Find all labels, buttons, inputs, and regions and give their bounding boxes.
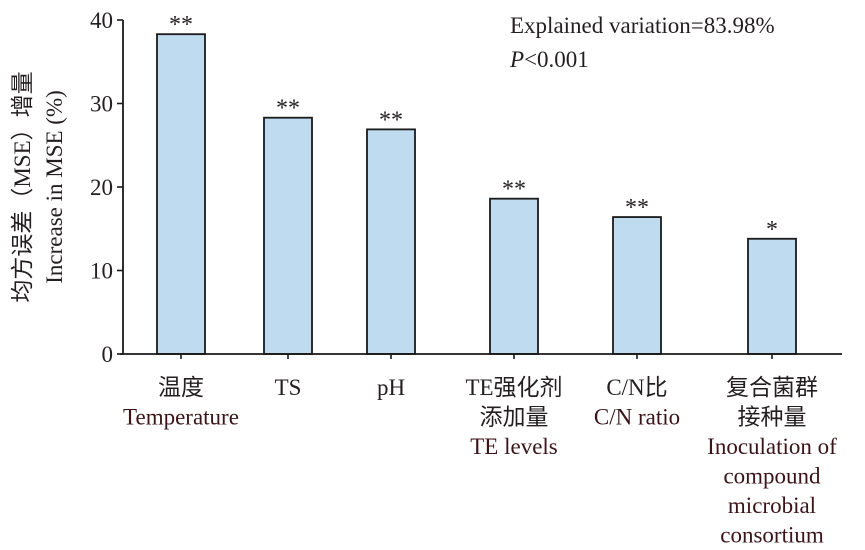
x-tick-label: 温度 <box>158 375 204 400</box>
significance-label: ** <box>276 96 300 122</box>
significance-label: ** <box>169 12 193 38</box>
bar <box>263 116 313 355</box>
x-tick-label: 复合菌群 <box>726 375 818 400</box>
x-tick-label: Temperature <box>123 405 239 430</box>
significance-label: * <box>766 217 778 243</box>
y-tick-label: 30 <box>90 92 113 117</box>
x-tick-label: consortium <box>720 523 824 548</box>
annotation-variation: Explained variation=83.98% <box>510 13 775 38</box>
x-tick-label: TE levels <box>470 434 558 459</box>
y-tick-label: 10 <box>90 259 113 284</box>
x-tick-label: TE强化剂 <box>465 375 562 400</box>
x-tick-label: C/N比 <box>606 375 667 400</box>
bar <box>612 216 662 355</box>
significance-label: ** <box>379 107 403 133</box>
bar <box>747 237 797 355</box>
x-tick-label: microbial <box>728 493 816 518</box>
x-tick-label: Inoculation of <box>707 434 837 459</box>
x-tick-label: 接种量 <box>738 405 807 430</box>
significance-label: ** <box>625 195 649 221</box>
p-symbol: P <box>509 47 524 72</box>
x-tick-label: compound <box>723 464 821 489</box>
y-tick-label: 20 <box>90 175 113 200</box>
y-axis-label-cn: 均方误差（MSE）增量 <box>10 71 35 302</box>
annotation-p: P<0.001 <box>509 47 589 72</box>
x-tick-label: TS <box>275 375 302 400</box>
y-tick-label: 0 <box>102 342 114 367</box>
bar <box>366 128 416 355</box>
x-tick-label: 添加量 <box>480 405 549 430</box>
significance-label: ** <box>502 177 526 203</box>
y-axis-label-en: Increase in MSE (%) <box>42 90 67 284</box>
x-tick-label: C/N ratio <box>594 405 680 430</box>
bar <box>156 33 206 355</box>
x-tick-label: pH <box>377 375 405 400</box>
p-value: <0.001 <box>524 47 589 72</box>
y-tick-label: 40 <box>90 8 113 33</box>
bar <box>489 197 539 355</box>
